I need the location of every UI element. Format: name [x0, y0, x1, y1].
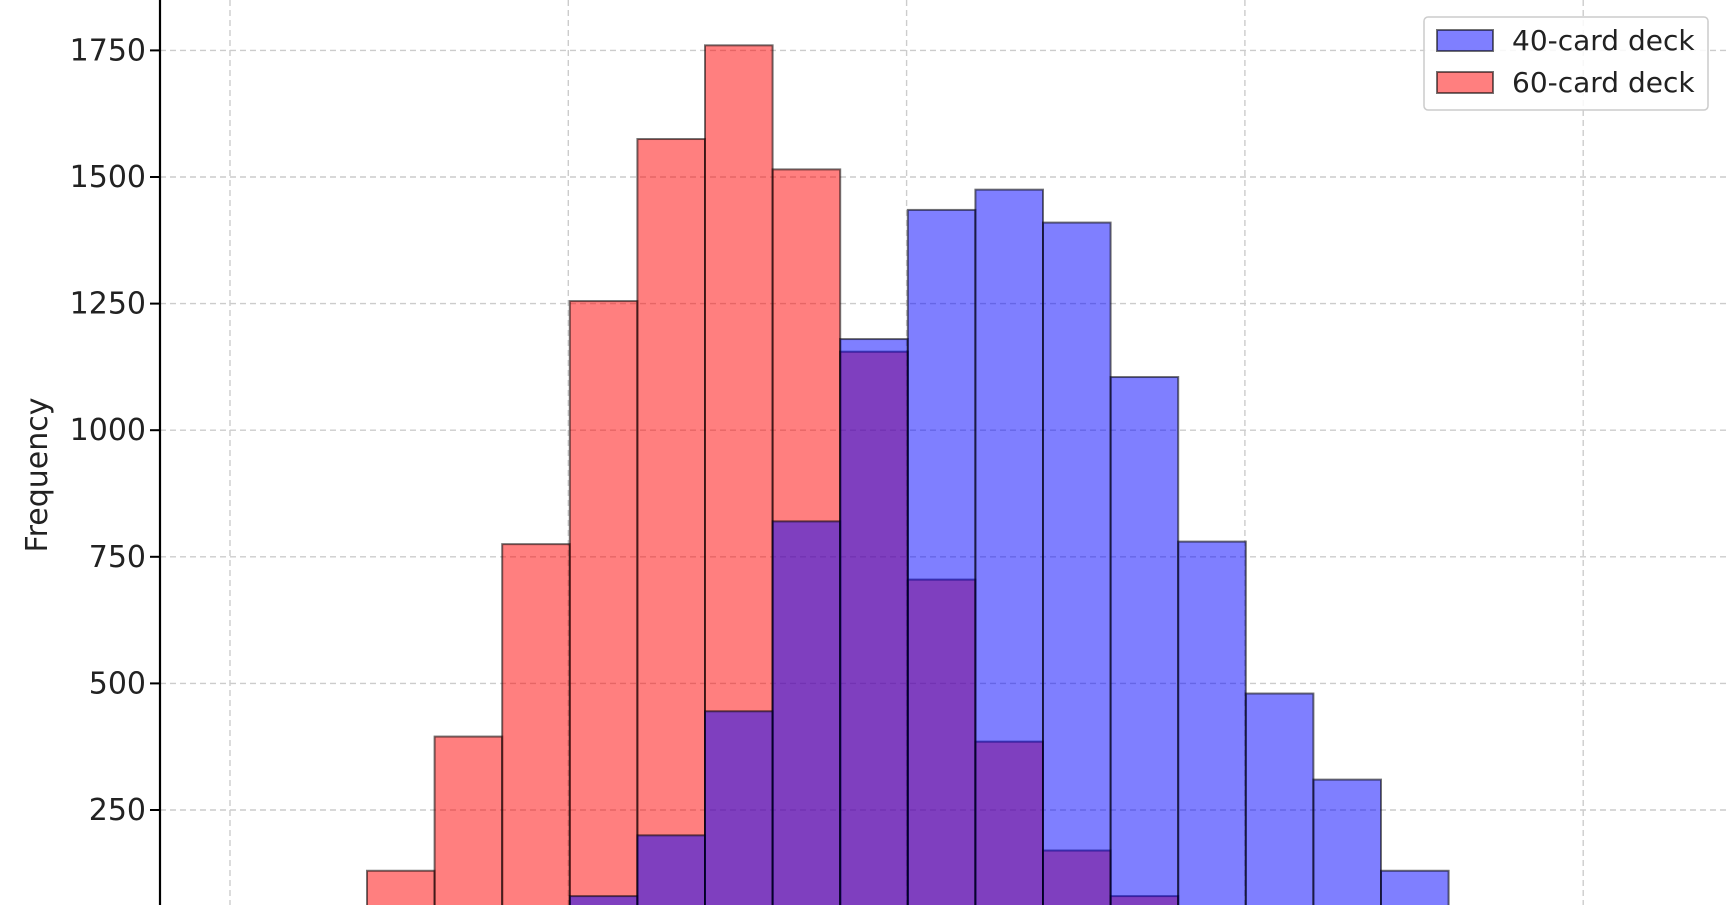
bar-forty-12 — [1177, 540, 1247, 905]
bar-forty-8 — [906, 208, 977, 905]
legend-label-1: 60-card deck — [1512, 66, 1695, 99]
legend-swatch-1 — [1436, 71, 1494, 94]
legend-box — [1423, 16, 1709, 111]
bar-forty-10 — [1042, 221, 1112, 905]
bar-forty-13 — [1244, 692, 1315, 905]
bars — [366, 44, 1450, 905]
y-tick-label-3: 1000 — [70, 413, 146, 448]
bar-forty-11 — [1109, 376, 1180, 905]
bar-forty-5 — [704, 710, 774, 905]
y-tick-label-1: 500 — [89, 666, 146, 701]
bar-forty-14 — [1312, 778, 1383, 905]
legend-swatch-0 — [1436, 29, 1494, 52]
bar-forty-3 — [568, 895, 639, 905]
bar-forty-15 — [1380, 869, 1450, 905]
y-tick-label-5: 1500 — [70, 160, 146, 195]
bar-sixty-3 — [568, 300, 639, 905]
bar-forty-9 — [974, 188, 1045, 905]
y-tick-label-0: 250 — [89, 793, 146, 828]
y-ticks: 250 500 750 1000 1250 1500 1750 — [70, 33, 160, 828]
y-tick-label-4: 1250 — [70, 287, 146, 322]
bar-forty-4 — [636, 834, 707, 905]
bar-sixty-0 — [366, 869, 436, 905]
bar-sixty-4 — [636, 138, 707, 905]
y-tick-label-2: 750 — [89, 540, 146, 575]
y-axis-label: Frequency — [20, 398, 55, 553]
legend-label-0: 40-card deck — [1512, 24, 1695, 57]
y-tick-label-6: 1750 — [70, 33, 146, 68]
bar-forty-7 — [839, 338, 909, 905]
legend: 40-card deck 60-card deck — [1423, 16, 1709, 111]
series-forty-card — [568, 188, 1450, 905]
bar-sixty-2 — [501, 543, 571, 905]
legend-items: 40-card deck 60-card deck — [1436, 24, 1695, 99]
bar-forty-6 — [771, 520, 842, 905]
bar-sixty-1 — [433, 735, 504, 905]
